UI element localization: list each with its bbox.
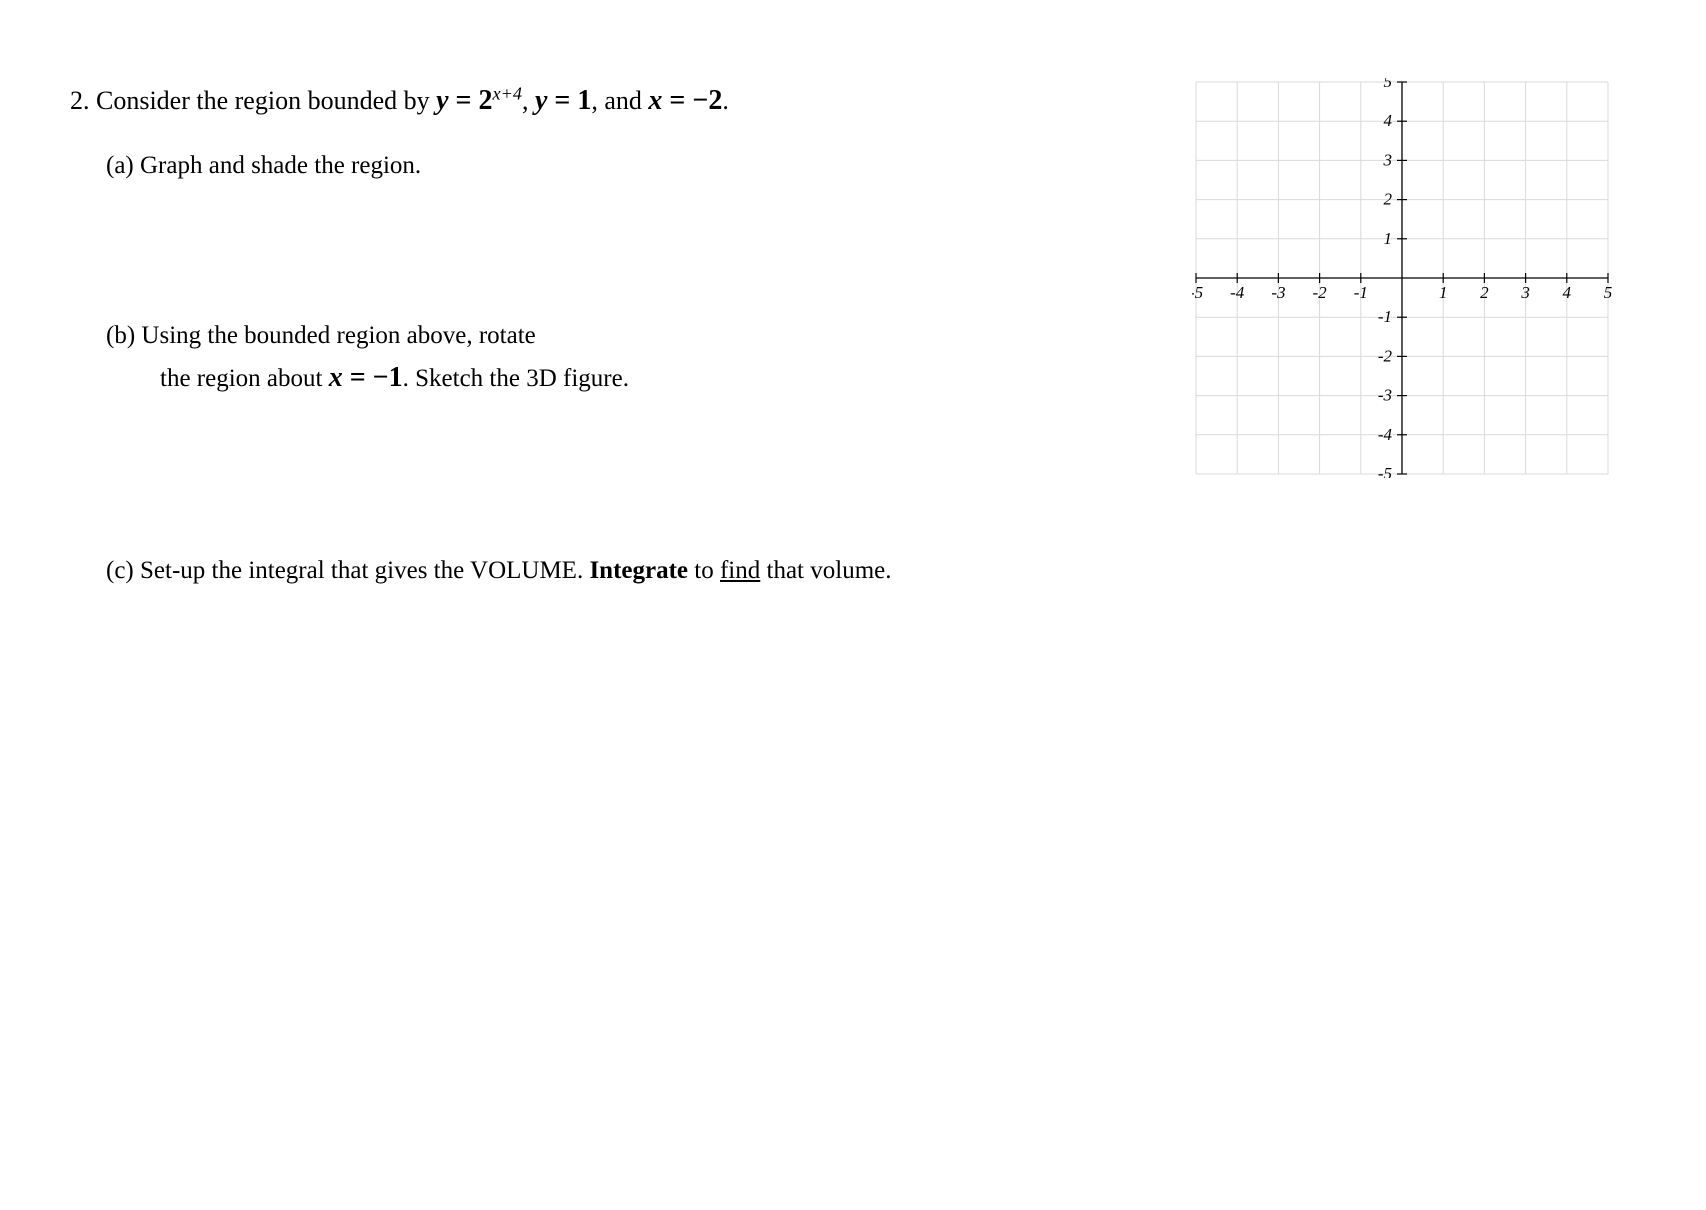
sep1: , bbox=[522, 86, 535, 115]
svg-text:1: 1 bbox=[1439, 283, 1448, 302]
part-b-eq-lhs: x bbox=[329, 362, 343, 393]
eq2-op: = bbox=[547, 85, 577, 116]
part-a-text: Graph and shade the region. bbox=[140, 152, 421, 179]
svg-text:-3: -3 bbox=[1271, 283, 1285, 302]
part-c-bold: Integrate bbox=[589, 557, 688, 584]
eq1-exp: x+4 bbox=[493, 83, 522, 103]
svg-text:-1: -1 bbox=[1354, 283, 1368, 302]
eq1-base: 2 bbox=[479, 85, 493, 116]
problem-intro: Consider the region bounded by bbox=[96, 86, 430, 115]
part-c-underline: find bbox=[720, 557, 760, 584]
part-c: (c) Set-up the integral that gives the V… bbox=[106, 551, 1636, 591]
eq3-rhs: −2 bbox=[692, 85, 722, 116]
grid-svg: -5 -4 -3 -2 -1 1 2 3 4 5 -5 -4 -3 -2 -1 1 2 3 4 5 bbox=[1192, 78, 1612, 478]
svg-text:4: 4 bbox=[1563, 283, 1572, 302]
svg-text:2: 2 bbox=[1480, 283, 1489, 302]
svg-text:-5: -5 bbox=[1192, 283, 1203, 302]
svg-text:3: 3 bbox=[1383, 150, 1393, 169]
part-c-text3: that volume. bbox=[760, 557, 891, 584]
part-a-label: (a) bbox=[106, 152, 134, 179]
svg-text:3: 3 bbox=[1520, 283, 1530, 302]
part-c-text1: Set-up the integral that gives the VOLUM… bbox=[140, 557, 589, 584]
coordinate-grid: -5 -4 -3 -2 -1 1 2 3 4 5 -5 -4 -3 -2 -1 1 2 3 4 5 bbox=[1192, 78, 1612, 478]
part-b-label: (b) bbox=[106, 322, 135, 349]
svg-text:5: 5 bbox=[1604, 283, 1612, 302]
eq1-lhs: y bbox=[436, 85, 448, 116]
svg-text:5: 5 bbox=[1384, 78, 1393, 91]
svg-text:-4: -4 bbox=[1230, 283, 1245, 302]
svg-text:4: 4 bbox=[1384, 111, 1393, 130]
part-b-line2-post: . Sketch the 3D figure. bbox=[403, 365, 629, 392]
svg-text:-4: -4 bbox=[1378, 425, 1393, 444]
part-b-line2-pre: the region about bbox=[160, 365, 329, 392]
eq2-lhs: y bbox=[535, 85, 547, 116]
eq3-lhs: x bbox=[648, 85, 662, 116]
part-c-label: (c) bbox=[106, 557, 134, 584]
part-b-eq-rhs: −1 bbox=[373, 362, 403, 393]
svg-text:2: 2 bbox=[1384, 190, 1393, 209]
svg-text:-3: -3 bbox=[1378, 386, 1392, 405]
svg-text:1: 1 bbox=[1384, 229, 1393, 248]
eq2-rhs: 1 bbox=[577, 85, 591, 116]
svg-text:-2: -2 bbox=[1313, 283, 1328, 302]
svg-text:-2: -2 bbox=[1378, 346, 1393, 365]
eq1-op: = bbox=[449, 85, 479, 116]
eq3-op: = bbox=[662, 85, 692, 116]
part-b-line1: Using the bounded region above, rotate bbox=[141, 322, 535, 349]
svg-text:-1: -1 bbox=[1378, 307, 1392, 326]
sep2: , and bbox=[591, 86, 648, 115]
problem-number: 2. bbox=[70, 86, 90, 115]
part-c-text2: to bbox=[688, 557, 720, 584]
svg-text:-5: -5 bbox=[1378, 464, 1392, 478]
part-b-eq-op: = bbox=[343, 362, 373, 393]
problem-period: . bbox=[722, 86, 729, 115]
